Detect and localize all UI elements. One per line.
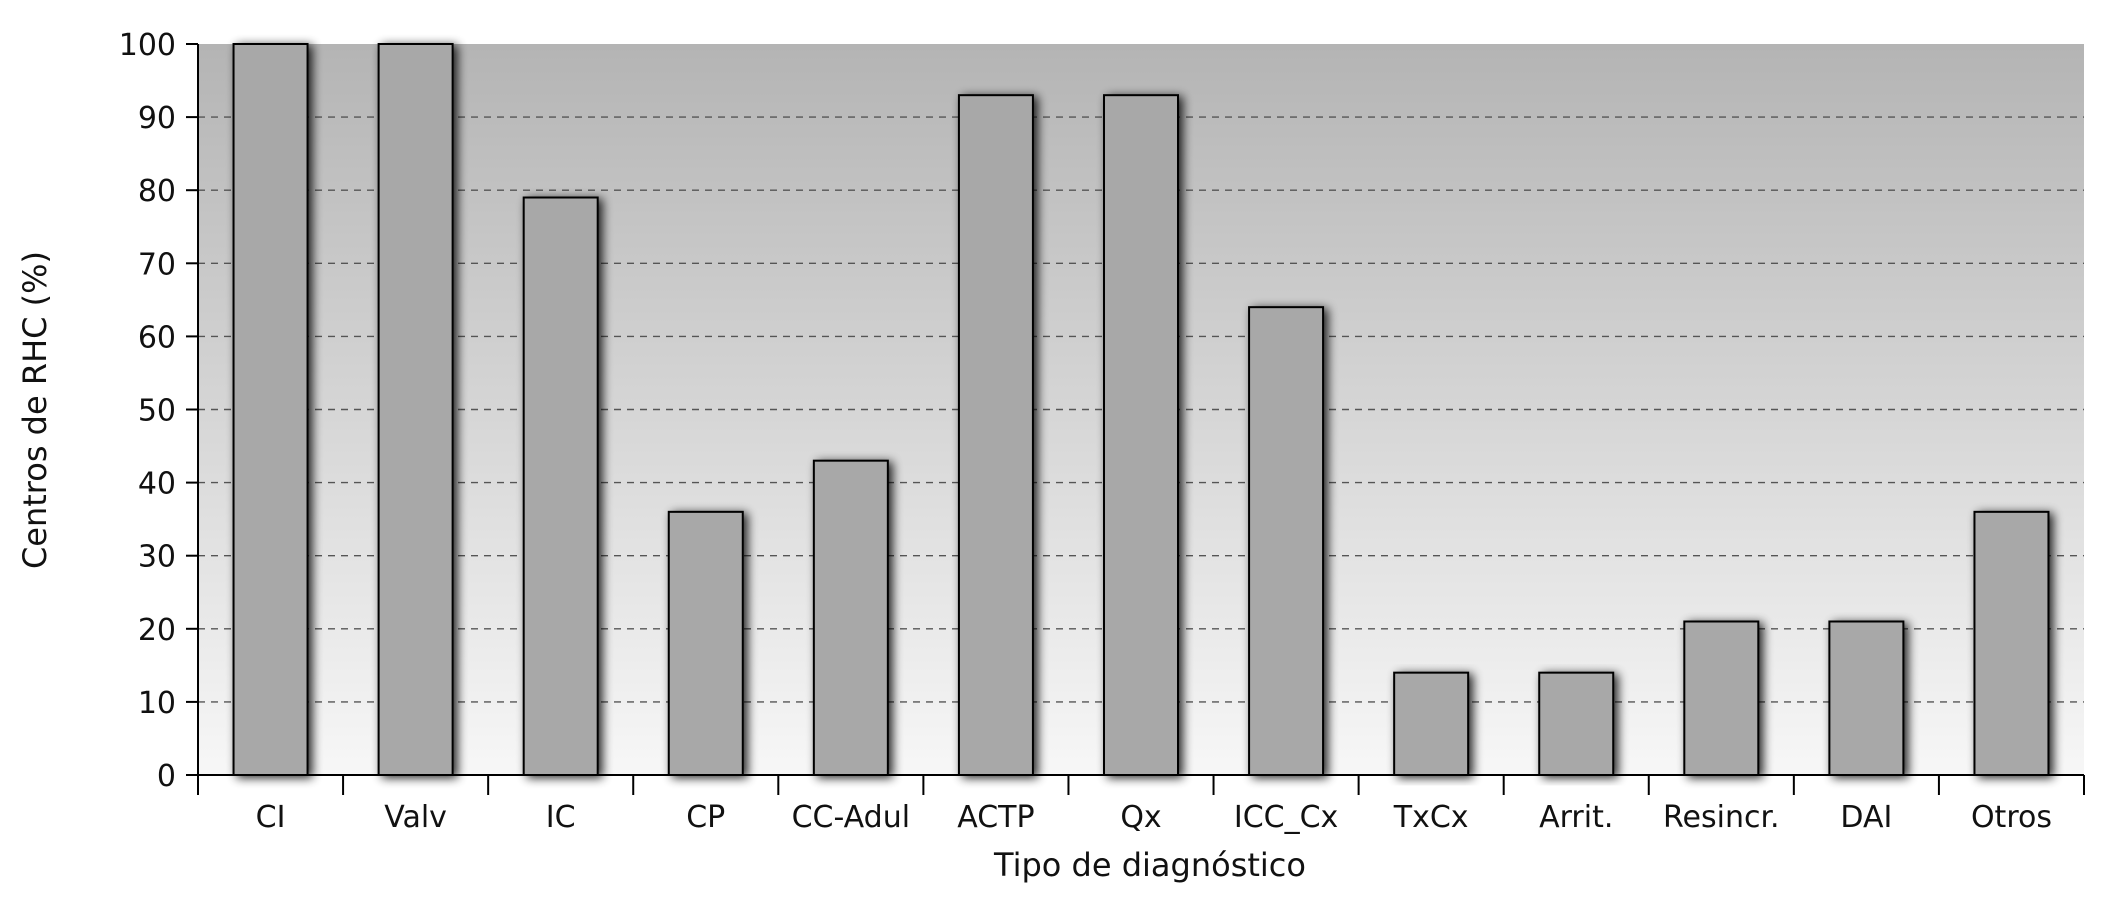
x-tick-label: Arrit. (1539, 800, 1613, 835)
y-axis-title: Centros de RHC (%) (16, 251, 54, 569)
y-tick-label: 30 (138, 540, 176, 575)
x-tick-label: Otros (1971, 800, 2052, 835)
x-tick-label: CI (256, 800, 286, 835)
bar (232, 43, 309, 776)
bar (957, 94, 1034, 777)
bar (1248, 306, 1325, 776)
x-tick-label: IC (546, 800, 576, 835)
y-tick-label: 10 (138, 686, 176, 721)
x-tick-label: CP (686, 800, 725, 835)
y-tick-label: 50 (138, 394, 176, 429)
bar (1683, 620, 1760, 776)
x-tick-label: ICC_Cx (1234, 800, 1338, 835)
x-tick-label: DAI (1840, 800, 1892, 835)
x-tick-label: Resincr. (1663, 800, 1780, 835)
y-tick-label: 60 (138, 320, 176, 355)
bar (667, 510, 744, 776)
x-tick-label: CC-Adul (792, 800, 910, 835)
x-tick-labels: CI Valv IC CP CC-Adul ACTP Qx ICC_Cx TxCx Arrit. R… (256, 800, 2052, 835)
bar (1828, 620, 1905, 776)
x-axis-title: Tipo de diagnóstico (993, 846, 1306, 884)
y-tick-label: 70 (138, 247, 176, 282)
bar (1103, 94, 1179, 777)
bar (812, 459, 889, 776)
y-tick-label: 80 (138, 174, 176, 209)
bar (522, 196, 599, 776)
y-tick-label: 0 (157, 759, 176, 794)
bars (232, 43, 2050, 777)
x-tick-label: ACTP (957, 800, 1034, 835)
bar (1538, 671, 1615, 776)
y-tick-label: 40 (138, 467, 176, 502)
y-tick-labels: 0 10 20 30 40 50 60 70 80 90 100 (119, 28, 176, 794)
y-tick-label: 20 (138, 613, 176, 648)
bar (377, 43, 454, 776)
x-tick-label: Qx (1120, 800, 1161, 835)
x-tick-label: Valv (384, 800, 447, 835)
y-tick-label: 90 (138, 101, 176, 136)
y-tick-label: 100 (119, 28, 176, 63)
x-tick-label: TxCx (1393, 800, 1469, 835)
bar (1393, 671, 1470, 776)
axes (186, 43, 2085, 795)
bar (1973, 510, 2050, 776)
